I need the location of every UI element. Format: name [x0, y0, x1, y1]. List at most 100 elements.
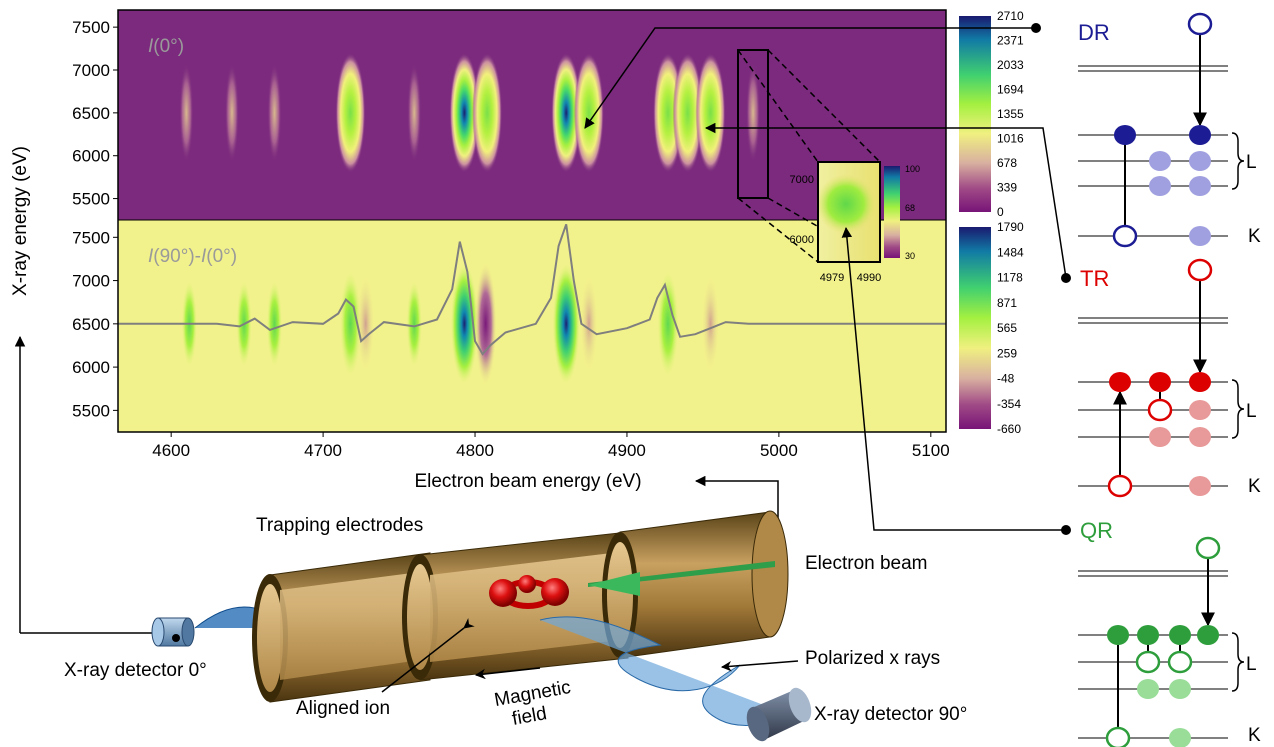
bottom-peak-4	[356, 273, 375, 374]
y-axis-label: X-ray energy (eV)	[10, 146, 31, 296]
dr-electron-l4	[1189, 151, 1211, 171]
x-ray-detector-90	[746, 687, 812, 742]
colorbar-top: 2710 2371 2033 1694 1355 1016 678 339 0	[959, 9, 1024, 219]
colorbar-bottom-tick-6: -48	[997, 372, 1015, 386]
tr-electron-l1	[1109, 372, 1131, 392]
qr-free-electron	[1195, 536, 1221, 560]
top-peak-12	[746, 62, 761, 163]
bottom-peak-10	[656, 268, 679, 379]
dr-shell-K: K	[1248, 226, 1261, 247]
tr-hole-l	[1147, 398, 1173, 422]
bottom-heatmap: I(90°)-I(0°)	[118, 220, 946, 432]
x-ray-detector-90-label: X-ray detector 90°	[814, 704, 967, 725]
qr-label: QR	[1080, 518, 1113, 543]
qr-electron-l5	[1137, 679, 1159, 699]
colorbar-top-tick-3: 1694	[997, 83, 1024, 97]
qr-hole-k	[1105, 726, 1131, 747]
dr-shell-L: L	[1246, 152, 1257, 173]
tr-free-electron	[1187, 258, 1213, 282]
inset-cb-tick-68: 68	[905, 203, 915, 213]
bottom-peak-8	[552, 261, 581, 386]
x-ray-detector-0	[151, 617, 195, 647]
apparatus	[151, 510, 812, 742]
qr-hole-l2	[1167, 650, 1193, 674]
colorbar-top-tick-2: 2033	[997, 58, 1024, 72]
inset-cb-tick-30: 30	[905, 251, 915, 261]
tr-shell-K: K	[1248, 476, 1261, 497]
bottom-peak-6	[450, 261, 479, 386]
bottom-peak-7	[474, 261, 497, 386]
top-peak-8	[573, 52, 604, 173]
x-tick-4900: 4900	[608, 441, 646, 460]
x-tick-4600: 4600	[152, 441, 190, 460]
colorbar-top-tick-6: 678	[997, 156, 1017, 170]
qr-shell-L: L	[1246, 654, 1257, 675]
colorbar-bottom: 1790 1484 1178 871 565 259 -48 -354 -660	[959, 220, 1024, 436]
x-axis-label: Electron beam energy (eV)	[414, 471, 641, 492]
dr-electron-l5	[1149, 176, 1171, 196]
top-peak-11	[695, 52, 726, 173]
bottom-heatmap-background	[118, 220, 946, 432]
x-tick-5000: 5000	[760, 441, 798, 460]
x-ticks: 4600 4700 4800 4900 5000 5100	[152, 432, 950, 460]
inset-heatmap: 7000 6000 4979 4990 100 68 30	[790, 161, 920, 284]
electron-beam-label: Electron beam	[805, 553, 928, 574]
y-tick-bottom-5500: 5500	[72, 401, 110, 420]
colorbar-bottom-tick-3: 871	[997, 296, 1017, 310]
top-peak-0	[179, 62, 194, 163]
trapping-electrodes-label: Trapping electrodes	[256, 515, 423, 536]
inset-y-tick-7000: 7000	[790, 174, 814, 186]
tr-electron-l4	[1189, 400, 1211, 420]
top-peak-2	[267, 62, 282, 163]
inset-x-tick-4979: 4979	[820, 272, 844, 284]
qr-electron-l4	[1197, 625, 1219, 645]
trapping-electrode-left	[252, 552, 431, 703]
qr-electron-l3	[1169, 625, 1191, 645]
qr-hole-l1	[1135, 650, 1161, 674]
dr-electron-l3	[1149, 151, 1171, 171]
level-electrons	[1105, 12, 1221, 747]
top-peak-10	[672, 52, 703, 173]
colorbar-bottom-tick-5: 259	[997, 346, 1017, 360]
tr-hole-k	[1107, 474, 1133, 498]
x-tick-5100: 5100	[912, 441, 950, 460]
tr-electron-l6	[1189, 427, 1211, 447]
dr-free-electron	[1187, 12, 1213, 36]
top-heatmap-title: I(0°)	[148, 36, 184, 57]
colorbar-bottom-tick-4: 565	[997, 321, 1017, 335]
top-heatmap-peaks	[179, 52, 761, 173]
top-peak-6	[472, 52, 503, 173]
inset-cb-tick-100: 100	[905, 164, 920, 174]
bottom-heatmap-peaks	[181, 261, 720, 386]
y-tick-bottom-6500: 6500	[72, 315, 110, 334]
dr-level-diagram: DR L K	[1078, 20, 1261, 247]
y-tick-bottom-6000: 6000	[72, 358, 110, 377]
bottom-peak-11	[701, 273, 720, 374]
y-tick-top-7500: 7500	[72, 18, 110, 37]
top-peak-4	[407, 62, 422, 163]
top-peak-1	[224, 62, 239, 163]
y-tick-bottom-7500: 7500	[72, 228, 110, 247]
x-ray-detector-0-label: X-ray detector 0°	[64, 660, 207, 681]
qr-electron-l1	[1107, 625, 1129, 645]
colorbar-top-tick-1: 2371	[997, 34, 1024, 48]
colorbar-bottom-tick-7: -354	[997, 397, 1021, 411]
qr-level-diagram: QR L K	[1078, 518, 1261, 746]
trapping-electrode-right	[602, 510, 789, 659]
y-tick-top-6000: 6000	[72, 147, 110, 166]
x-tick-4800: 4800	[456, 441, 494, 460]
aligned-ion	[489, 575, 569, 609]
colorbar-bottom-tick-0: 1790	[997, 220, 1024, 234]
top-heatmap: I(0°)	[118, 10, 946, 220]
colorbar-top-tick-0: 2710	[997, 9, 1024, 23]
inset-y-tick-6000: 6000	[790, 234, 814, 246]
colorbar-top-tick-4: 1355	[997, 107, 1024, 121]
y-tick-top-5500: 5500	[72, 190, 110, 209]
y-tick-top-7000: 7000	[72, 61, 110, 80]
dr-label: DR	[1078, 20, 1110, 45]
bottom-peak-2	[266, 278, 283, 369]
colorbar-bottom-tick-2: 1178	[997, 271, 1023, 285]
colorbar-top-tick-8: 0	[997, 205, 1004, 219]
y-tick-bottom-7000: 7000	[72, 272, 110, 291]
